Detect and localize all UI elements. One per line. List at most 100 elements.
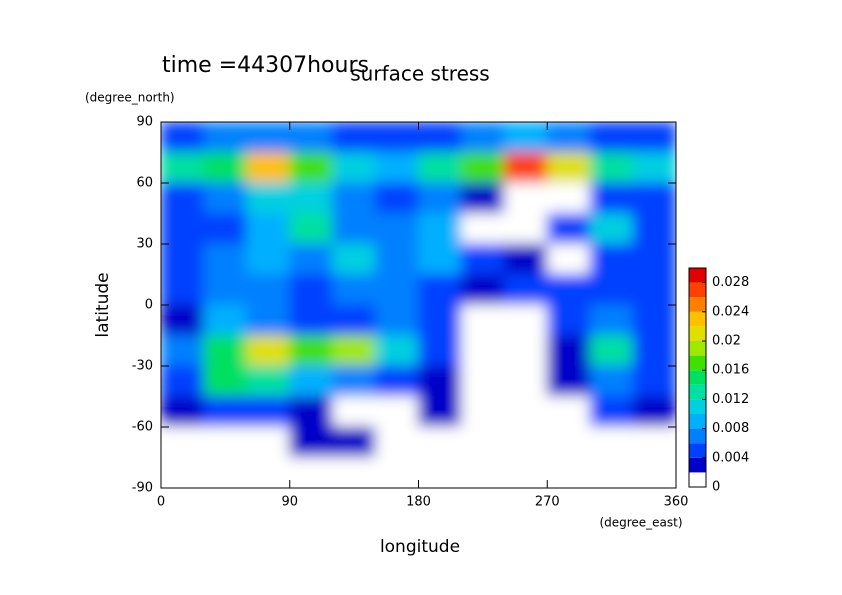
field-cell bbox=[418, 274, 462, 306]
field-cell bbox=[203, 274, 248, 306]
field-cell bbox=[161, 243, 205, 275]
field-cell bbox=[161, 365, 205, 397]
field-cell bbox=[332, 365, 377, 397]
colorbar-band bbox=[689, 341, 706, 356]
field-cell bbox=[418, 426, 462, 458]
field-cell bbox=[546, 243, 591, 275]
field-cell bbox=[460, 335, 505, 367]
field-cell bbox=[375, 396, 419, 428]
field-cell bbox=[161, 335, 205, 367]
field-cell bbox=[418, 335, 462, 367]
x-tick-label: 270 bbox=[535, 495, 560, 510]
field-cell bbox=[246, 152, 291, 184]
y-tick-label: 90 bbox=[136, 115, 153, 130]
colorbar-tick-label: 0.016 bbox=[712, 363, 749, 378]
field-cell bbox=[632, 274, 676, 306]
field-cell bbox=[203, 457, 248, 488]
field-cell bbox=[546, 182, 591, 214]
field-cell bbox=[460, 122, 505, 153]
colorbar-tick-label: 0.004 bbox=[712, 450, 749, 465]
field-cell bbox=[375, 457, 419, 488]
field-cell bbox=[589, 243, 634, 275]
field-cell bbox=[289, 396, 334, 428]
field-cell bbox=[332, 182, 377, 214]
y-tick-label: 30 bbox=[136, 237, 153, 252]
field-cell bbox=[632, 152, 676, 184]
field-cell bbox=[203, 213, 248, 245]
field-cell bbox=[161, 396, 205, 428]
field-cell bbox=[246, 335, 291, 367]
field-cell bbox=[203, 335, 248, 367]
field-cell bbox=[375, 243, 419, 275]
field-cell bbox=[632, 213, 676, 245]
field-cell bbox=[589, 122, 634, 153]
y-tick-label: 0 bbox=[145, 298, 153, 313]
field-cell bbox=[161, 274, 205, 306]
field-cell bbox=[503, 152, 548, 184]
field-cell bbox=[503, 243, 548, 275]
field-cell bbox=[632, 396, 676, 428]
field-cell bbox=[375, 365, 419, 397]
colorbar-band bbox=[689, 399, 706, 414]
field-cell bbox=[418, 304, 462, 336]
field-cell bbox=[375, 152, 419, 184]
field-cell bbox=[289, 274, 334, 306]
field-cell bbox=[589, 457, 634, 488]
field-cell bbox=[546, 457, 591, 488]
field-cell bbox=[460, 457, 505, 488]
field-cell bbox=[332, 243, 377, 275]
field-cell bbox=[589, 426, 634, 458]
field-cell bbox=[460, 213, 505, 245]
field-cell bbox=[289, 365, 334, 397]
field-cell bbox=[589, 274, 634, 306]
x-unit: (degree_east) bbox=[599, 516, 682, 530]
subtitle: time =44307hours bbox=[162, 53, 369, 78]
field-cell bbox=[589, 213, 634, 245]
y-tick-label: -60 bbox=[132, 420, 153, 435]
field-cell bbox=[203, 396, 248, 428]
field-cell bbox=[375, 274, 419, 306]
field-cell bbox=[289, 213, 334, 245]
x-tick-label: 180 bbox=[406, 495, 431, 510]
field-cell bbox=[503, 182, 548, 214]
field-cell bbox=[503, 122, 548, 153]
field-cell bbox=[332, 122, 377, 153]
colorbar-band bbox=[689, 428, 706, 444]
field-cell bbox=[589, 396, 634, 428]
colorbar-band bbox=[689, 472, 706, 487]
colorbar-band bbox=[689, 457, 706, 473]
field-cell bbox=[503, 396, 548, 428]
x-tick-label: 0 bbox=[157, 495, 165, 510]
colorbar-tick-label: 0 bbox=[712, 480, 720, 495]
field-cell bbox=[546, 304, 591, 336]
field-cell bbox=[460, 152, 505, 184]
y-tick-label: 60 bbox=[136, 176, 153, 191]
field-cell bbox=[332, 152, 377, 184]
field-cell bbox=[460, 426, 505, 458]
field-cell bbox=[161, 426, 205, 458]
field-cell bbox=[589, 304, 634, 336]
field-cell bbox=[161, 122, 205, 153]
y-tick-label: -90 bbox=[132, 481, 153, 496]
field-cell bbox=[418, 396, 462, 428]
colorbar-tick-label: 0.028 bbox=[712, 275, 749, 290]
field-cell bbox=[332, 274, 377, 306]
field-cell bbox=[203, 426, 248, 458]
field-cell bbox=[375, 182, 419, 214]
field-cell bbox=[375, 426, 419, 458]
field-cell bbox=[246, 304, 291, 336]
field-cell bbox=[589, 182, 634, 214]
colorbar-band bbox=[689, 297, 706, 312]
field-cell bbox=[246, 396, 291, 428]
field-cell bbox=[503, 213, 548, 245]
field-cell bbox=[246, 243, 291, 275]
colorbar-frame bbox=[688, 267, 707, 488]
field-cell bbox=[503, 304, 548, 336]
colorbar-band bbox=[689, 282, 706, 298]
field-cell bbox=[632, 426, 676, 458]
field-cell bbox=[161, 213, 205, 245]
field-cell bbox=[332, 396, 377, 428]
colorbar-tick-label: 0.008 bbox=[712, 421, 749, 436]
field-cell bbox=[375, 335, 419, 367]
field-cell bbox=[632, 304, 676, 336]
